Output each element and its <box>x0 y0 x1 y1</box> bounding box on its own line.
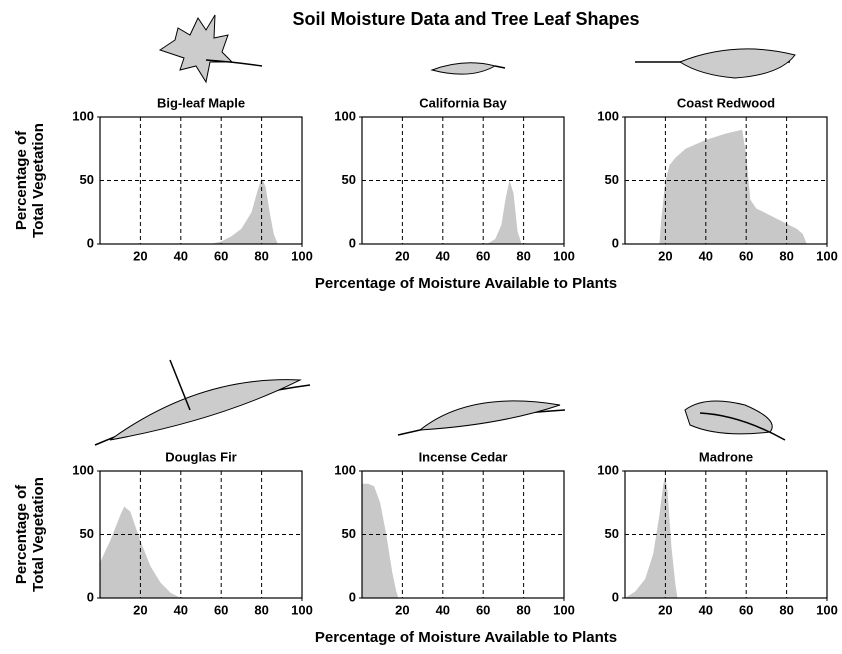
y-tick-label: 100 <box>72 462 94 477</box>
area <box>625 477 678 598</box>
x-tick-label: 20 <box>395 602 409 617</box>
y-tick-label: 50 <box>605 526 619 541</box>
x-tick-label: 40 <box>436 248 450 263</box>
y-tick-label: 100 <box>597 462 619 477</box>
y-axis-label: Total Vegetation <box>30 477 47 592</box>
panel-title: Madrone <box>699 449 753 464</box>
x-tick-label: 100 <box>553 248 575 263</box>
x-tick-label: 20 <box>133 248 147 263</box>
x-tick-label: 80 <box>254 602 268 617</box>
area <box>659 129 807 244</box>
panel-title: Big-leaf Maple <box>157 95 245 110</box>
x-tick-label: 100 <box>816 602 838 617</box>
panel: Madrone 20 40 60 80 100 0 50 100 <box>597 449 838 617</box>
area <box>487 180 522 244</box>
y-tick-label: 50 <box>605 172 619 187</box>
y-axis-label: Percentage of <box>13 130 30 230</box>
leaf-fir <box>94 359 311 446</box>
x-tick-label: 40 <box>174 602 188 617</box>
leaf-madrone <box>684 400 786 441</box>
y-tick-label: 50 <box>80 526 94 541</box>
x-tick-label: 40 <box>699 602 713 617</box>
x-tick-label: 80 <box>516 602 530 617</box>
x-tick-label: 60 <box>476 602 490 617</box>
area <box>100 506 181 598</box>
panel: Douglas Fir 20 40 60 80 100 0 50 100 <box>72 449 313 617</box>
x-tick-label: 60 <box>214 248 228 263</box>
area <box>211 177 278 244</box>
panel-title: Douglas Fir <box>165 449 237 464</box>
leaf-cedar <box>397 400 566 436</box>
area <box>362 483 399 598</box>
x-tick-label: 80 <box>254 248 268 263</box>
y-tick-label: 0 <box>87 589 94 604</box>
x-tick-label: 80 <box>516 248 530 263</box>
x-tick-label: 100 <box>291 248 313 263</box>
panel-title: Incense Cedar <box>419 449 508 464</box>
x-tick-label: 40 <box>174 248 188 263</box>
x-tick-label: 40 <box>699 248 713 263</box>
figure-title: Soil Moisture Data and Tree Leaf Shapes <box>292 9 639 29</box>
x-tick-label: 60 <box>476 248 490 263</box>
x-tick-label: 60 <box>739 248 753 263</box>
plot-frame <box>361 116 565 245</box>
plot-frame <box>624 470 828 599</box>
y-tick-label: 50 <box>342 526 356 541</box>
y-tick-label: 100 <box>334 462 356 477</box>
x-tick-label: 60 <box>214 602 228 617</box>
x-axis-label: Percentage of Moisture Available to Plan… <box>315 629 617 646</box>
panel-title: California Bay <box>419 95 507 110</box>
y-axis-label: Total Vegetation <box>30 123 47 238</box>
x-tick-label: 20 <box>133 602 147 617</box>
plot-frame <box>361 470 565 599</box>
panel: Big-leaf Maple 20 40 60 80 100 0 50 100 <box>72 95 313 263</box>
y-tick-label: 50 <box>342 172 356 187</box>
plot-frame <box>624 116 828 245</box>
x-tick-label: 20 <box>658 248 672 263</box>
y-tick-label: 50 <box>80 172 94 187</box>
x-tick-label: 100 <box>553 602 575 617</box>
leaf-maple <box>158 14 263 84</box>
panel-title: Coast Redwood <box>677 95 775 110</box>
x-tick-label: 100 <box>291 602 313 617</box>
leaf-bay <box>430 62 506 75</box>
x-tick-label: 20 <box>658 602 672 617</box>
y-tick-label: 100 <box>597 108 619 123</box>
panel: California Bay 20 40 60 80 100 0 50 100 <box>334 95 575 263</box>
y-tick-label: 100 <box>334 108 356 123</box>
panel: Coast Redwood 20 40 60 80 100 0 50 100 <box>597 95 838 263</box>
y-tick-label: 0 <box>349 235 356 250</box>
y-axis-label: Percentage of <box>13 484 30 584</box>
y-tick-label: 100 <box>72 108 94 123</box>
x-tick-label: 20 <box>395 248 409 263</box>
y-tick-label: 0 <box>612 589 619 604</box>
x-tick-label: 60 <box>739 602 753 617</box>
x-tick-label: 40 <box>436 602 450 617</box>
x-axis-label: Percentage of Moisture Available to Plan… <box>315 275 617 292</box>
panel: Incense Cedar 20 40 60 80 100 0 50 100 <box>334 449 575 617</box>
leaf-redwood <box>635 48 796 79</box>
y-tick-label: 0 <box>612 235 619 250</box>
y-tick-label: 0 <box>349 589 356 604</box>
plot-frame <box>99 470 303 599</box>
plot-frame <box>99 116 303 245</box>
x-tick-label: 80 <box>779 248 793 263</box>
x-tick-label: 100 <box>816 248 838 263</box>
y-tick-label: 0 <box>87 235 94 250</box>
x-tick-label: 80 <box>779 602 793 617</box>
